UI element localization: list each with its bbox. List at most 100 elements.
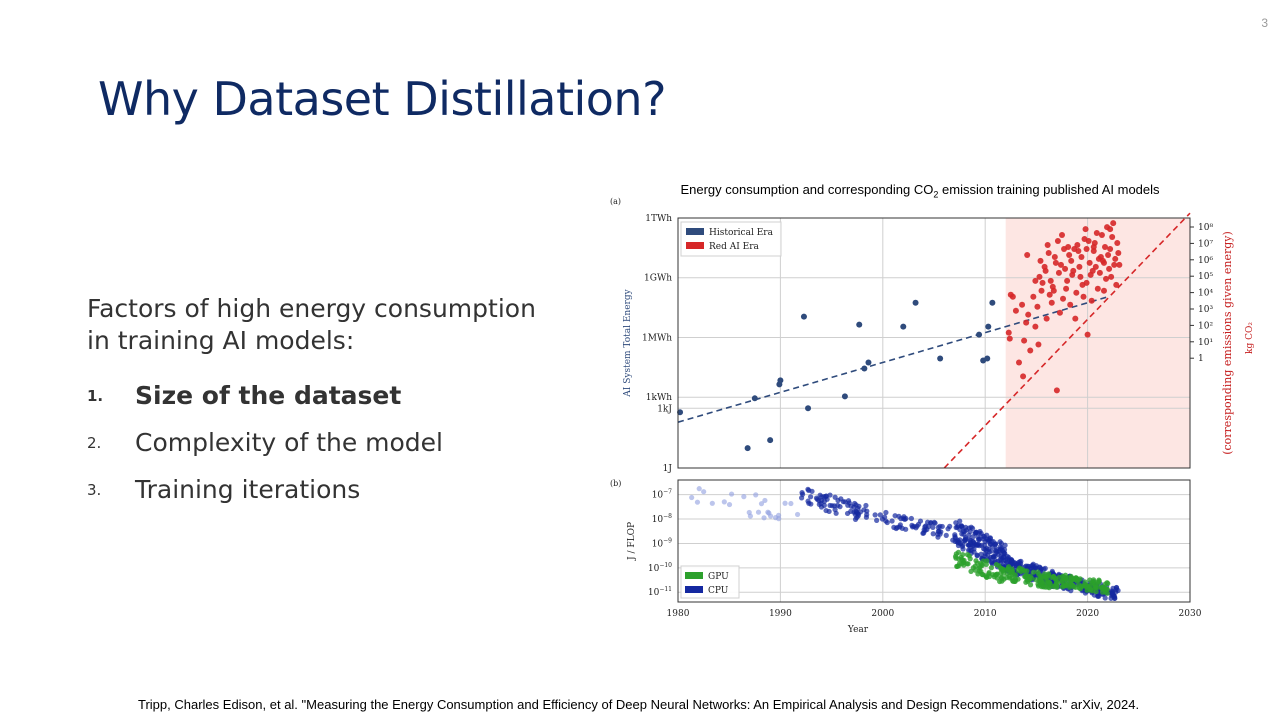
gpu-point [967,556,973,562]
gpu-point [1087,577,1093,583]
red-ai-point [1088,297,1095,304]
legend-swatch-red-ai [686,242,704,249]
cpu-point [997,546,1004,552]
cpu-point [709,500,715,506]
gpu-point [978,560,984,566]
gpu-point [991,574,997,580]
gpu-point [1056,574,1062,580]
red-ai-point [1110,220,1117,227]
cpu-point [799,495,805,501]
red-ai-point [1096,269,1103,276]
gpu-point [983,561,989,567]
red-ai-point [1077,273,1084,280]
gpu-point [1028,575,1035,581]
gpu-point [1088,586,1094,593]
y-tick-base: 10 [652,539,664,549]
red-ai-point [1076,263,1083,270]
red-ai-point [1084,331,1091,338]
red-ai-point [1112,255,1119,262]
x-tick-label: 1980 [667,609,690,619]
gpu-point [959,557,966,563]
right-tick-label: 10⁶ [1198,256,1213,266]
gpu-point [1049,583,1055,589]
red-ai-point [1061,245,1068,252]
historical-point [900,323,907,330]
gpu-point [965,561,971,567]
cpu-point [767,513,774,519]
historical-trend-line [677,295,1109,423]
gpu-point [975,571,981,577]
cpu-point [765,509,771,515]
gpu-point [1096,577,1102,583]
red-ai-point [1087,271,1094,278]
cpu-point [808,494,814,500]
red-ai-point [1113,281,1120,288]
historical-point [751,395,758,402]
red-ai-point [1094,285,1101,292]
cpu-point [966,525,972,531]
red-ai-point [1051,253,1058,260]
red-ai-point [1024,251,1031,258]
y-tick-label: 1TWh [645,214,672,224]
cpu-point [1026,563,1032,570]
red-ai-point [1064,277,1071,284]
cpu-point [1036,564,1043,570]
y-tick-exponent: −7 [663,489,672,496]
historical-point [937,355,944,362]
figure-caption: Energy consumption and corresponding CO2… [610,182,1230,200]
red-ai-point [1039,279,1046,286]
legend-label-historical: Historical Era [709,228,774,238]
cpu-point [1113,585,1120,591]
red-ai-point [1037,257,1044,264]
cpu-point [826,508,832,515]
red-ai-point [1057,261,1064,268]
gpu-point [1043,574,1049,580]
red-ai-point [1100,259,1107,266]
panel-a-right-unit: kg CO₂ [1245,322,1255,354]
gpu-point [1022,573,1028,580]
red-ai-point [1042,267,1049,274]
red-ai-point [1019,301,1026,308]
gpu-point [1054,583,1060,589]
cpu-point [821,498,828,504]
cpu-point [930,531,936,537]
historical-point [744,445,751,452]
historical-point [861,365,868,372]
panel-a-ylabel: AI System Total Energy [623,288,633,397]
red-ai-point [1032,277,1039,284]
x-tick-label: 2020 [1076,609,1099,619]
cpu-point [799,489,805,496]
red-ai-point [1060,295,1067,302]
cpu-point [921,530,927,536]
red-ai-point [1116,261,1123,268]
cpu-point [970,543,976,549]
gpu-point [1093,584,1099,590]
historical-point [989,299,996,306]
cpu-point [755,509,762,515]
cpu-point [1096,593,1102,599]
cpu-point [977,536,983,542]
right-tick-label: 10⁴ [1198,289,1213,299]
red-ai-point [1027,347,1034,354]
x-tick-label: 2010 [974,609,997,619]
historical-point [677,409,684,416]
gpu-point [1069,582,1075,588]
cpu-point [694,499,701,505]
cpu-point [851,500,858,507]
red-ai-point [1080,293,1087,300]
gpu-point [1009,568,1016,574]
cpu-point [776,512,782,518]
cpu-point [978,551,984,557]
gpu-point [1027,582,1034,588]
panel-a-frame [677,217,1191,469]
y-tick-label: 1kWh [646,393,672,403]
red-ai-point [1021,337,1028,344]
gpu-point [1015,576,1021,582]
y-tick-exponent: −10 [659,562,672,569]
cpu-point [922,524,928,530]
gpu-point [1033,577,1039,583]
panel-b-label: (b) [610,479,621,488]
gpu-point [972,563,978,569]
red-ai-point [1078,253,1085,260]
factor-text: Size of the dataset [135,381,402,410]
